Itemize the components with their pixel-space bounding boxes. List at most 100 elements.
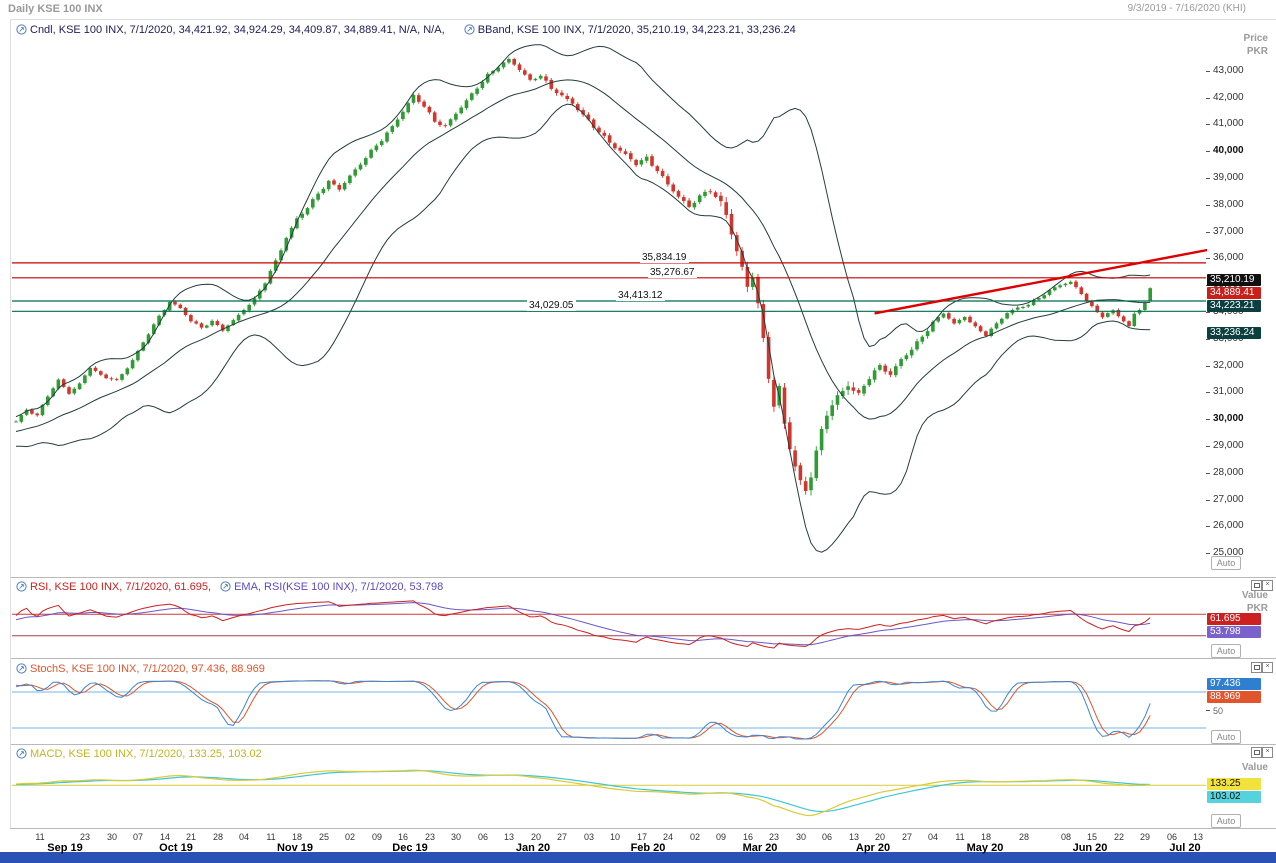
close-icon[interactable]: × [1262, 662, 1273, 673]
date-tick-label: 13 [503, 832, 515, 842]
legend-expand-icon[interactable] [16, 748, 27, 762]
legend-ema[interactable]: EMA, RSI(KSE 100 INX), 7/1/2020, 53.798 [220, 581, 443, 593]
month-label: Jun 20 [1072, 842, 1108, 854]
month-label: May 20 [966, 842, 1004, 854]
auto-scale-button-rsi[interactable]: Auto [1211, 644, 1241, 658]
date-tick-label: 25 [318, 832, 330, 842]
price-tick-mark [1206, 258, 1210, 260]
legend-expand-icon[interactable] [464, 24, 475, 38]
date-tick-label: 04 [238, 832, 250, 842]
date-tick-label: 13 [1192, 832, 1204, 842]
price-tick-label: 36,000 [1213, 252, 1244, 264]
price-tick-mark [1206, 231, 1210, 233]
date-tick-label: 20 [874, 832, 886, 842]
date-tick-label: 18 [980, 832, 992, 842]
date-tick-label: 13 [848, 832, 860, 842]
month-label: Jan 20 [515, 842, 551, 854]
stoch-tick-mark [1206, 710, 1210, 711]
price-tick-mark [1206, 365, 1210, 367]
price-tick-mark [1206, 178, 1210, 180]
date-tick-label: 30 [795, 832, 807, 842]
axis-price-badge: 33,236.24 [1207, 326, 1261, 339]
price-tick-label: 39,000 [1213, 172, 1244, 184]
close-icon[interactable]: × [1262, 580, 1273, 591]
legend-cndl[interactable]: Cndl, KSE 100 INX, 7/1/2020, 34,421.92, … [16, 24, 445, 36]
price-tick-mark [1206, 499, 1210, 501]
date-tick-label: 24 [662, 832, 674, 842]
price-level-label[interactable]: 35,834.19 [640, 251, 689, 263]
bollinger-upper-band [15, 44, 1151, 418]
axis-price-badge: 35,210.19 [1207, 273, 1261, 286]
legend-stoch[interactable]: StochS, KSE 100 INX, 7/1/2020, 97.436, 8… [16, 663, 265, 675]
chart-titlebar: Daily KSE 100 INX 9/3/2019 - 7/16/2020 (… [0, 0, 1276, 18]
legend-stoch-text: StochS, KSE 100 INX, 7/1/2020, 97.436, 8… [30, 663, 265, 675]
price-tick-label: 25,000 [1213, 547, 1244, 559]
price-tick-mark [1206, 526, 1210, 528]
legend-expand-icon[interactable] [16, 24, 27, 38]
date-tick-label: 30 [106, 832, 118, 842]
legend-expand-icon[interactable] [16, 663, 27, 677]
auto-scale-button-stoch[interactable]: Auto [1211, 730, 1241, 744]
date-tick-label: 30 [450, 832, 462, 842]
bollinger-mid-band [15, 79, 1151, 432]
price-tick-mark [1206, 419, 1210, 421]
date-tick-label: 18 [291, 832, 303, 842]
date-tick-label: 06 [477, 832, 489, 842]
price-axis-title: Price [1243, 33, 1268, 44]
stoch-legend: StochS, KSE 100 INX, 7/1/2020, 97.436, 8… [16, 663, 281, 677]
date-tick-label: 20 [530, 832, 542, 842]
rsi-ema-line [15, 602, 1151, 646]
legend-ema-text: EMA, RSI(KSE 100 INX), 7/1/2020, 53.798 [234, 581, 444, 593]
price-level-label[interactable]: 34,413.12 [616, 289, 665, 301]
close-icon[interactable]: × [1262, 747, 1273, 758]
legend-rsi-text: RSI, KSE 100 INX, 7/1/2020, 61.695, [30, 581, 212, 593]
month-label: Dec 19 [392, 842, 428, 854]
legend-macd[interactable]: MACD, KSE 100 INX, 7/1/2020, 133.25, 103… [16, 748, 262, 760]
rsi-line [15, 600, 1151, 649]
month-label: Apr 20 [855, 842, 891, 854]
candlestick-series [12, 44, 1207, 553]
date-tick-label: 10 [609, 832, 621, 842]
date-tick-label: 16 [742, 832, 754, 842]
legend-expand-icon[interactable] [16, 581, 27, 595]
axis-price-badge: 88.969 [1207, 691, 1261, 703]
bollinger-lower-band [16, 103, 1151, 553]
month-label: Nov 19 [276, 842, 314, 854]
date-tick-label: 29 [1139, 832, 1151, 842]
legend-rsi[interactable]: RSI, KSE 100 INX, 7/1/2020, 61.695, [16, 581, 211, 593]
date-tick-label: 23 [79, 832, 91, 842]
price-axis-currency: PKR [1246, 46, 1268, 57]
legend-expand-icon[interactable] [220, 581, 231, 595]
legend-bband[interactable]: BBand, KSE 100 INX, 7/1/2020, 35,210.19,… [464, 24, 796, 36]
price-tick-label: 32,000 [1213, 359, 1244, 371]
taskbar-strip [0, 852, 1276, 863]
date-tick-label: 02 [344, 832, 356, 842]
auto-scale-button-macd[interactable]: Auto [1211, 814, 1241, 828]
date-tick-label: 06 [1166, 832, 1178, 842]
month-label: Sep 19 [47, 842, 83, 854]
axis-price-badge: 34,889.41 [1207, 286, 1261, 299]
macd-signal-line [15, 770, 1151, 813]
price-tick-mark [1206, 312, 1210, 314]
stoch-pane [12, 680, 1206, 740]
auto-scale-button-main[interactable]: Auto [1211, 556, 1241, 570]
date-tick-label: 03 [583, 832, 595, 842]
date-tick-label: 27 [556, 832, 568, 842]
price-level-label[interactable]: 34,029.05 [527, 300, 576, 312]
price-tick-mark [1206, 472, 1210, 474]
date-tick-label: 23 [768, 832, 780, 842]
price-tick-label: 26,000 [1213, 520, 1244, 532]
rsi-axis-currency: PKR [1246, 603, 1268, 614]
minimize-icon[interactable] [1251, 747, 1262, 758]
month-label: Mar 20 [742, 842, 778, 854]
price-level-label[interactable]: 35,276.67 [648, 266, 697, 278]
chart-title: Daily KSE 100 INX [8, 3, 103, 15]
price-tick-mark [1206, 338, 1210, 340]
minimize-icon[interactable] [1251, 580, 1262, 591]
price-tick-label: 38,000 [1213, 198, 1244, 210]
minimize-icon[interactable] [1251, 662, 1262, 673]
price-tick-mark [1206, 285, 1210, 287]
rsi-pane [12, 600, 1206, 649]
